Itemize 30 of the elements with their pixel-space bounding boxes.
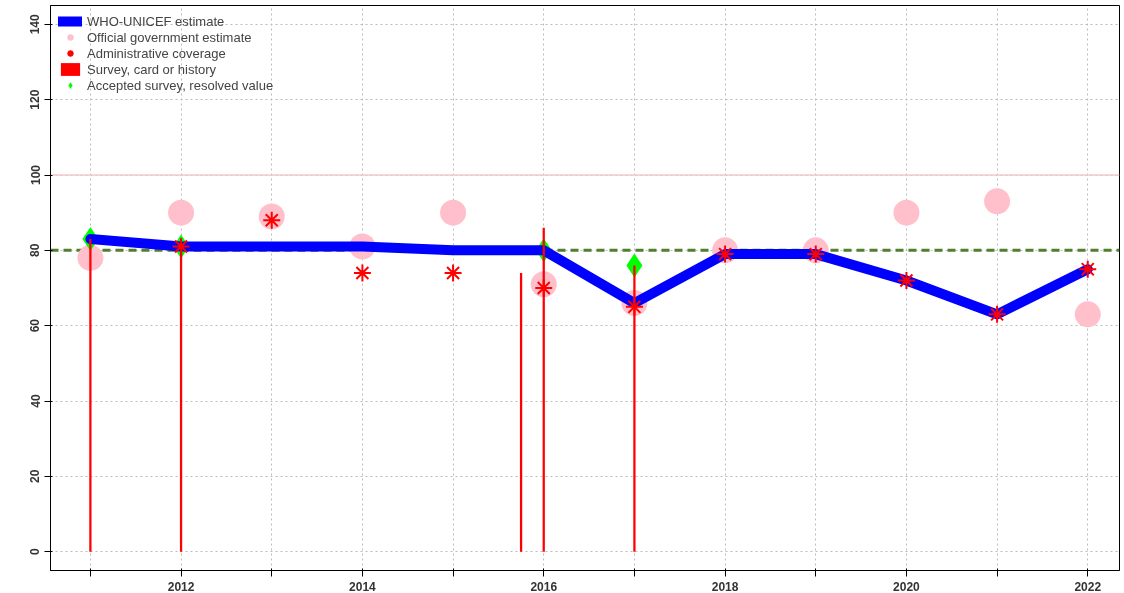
point <box>168 199 195 226</box>
point <box>1074 301 1101 328</box>
y-tick-label: 60 <box>28 318 43 333</box>
x-tick-label: 2014 <box>349 579 377 593</box>
legend-label: Official government estimate <box>87 29 252 45</box>
point <box>987 304 1007 324</box>
point <box>984 188 1011 215</box>
legend-label: Administrative coverage <box>87 45 226 61</box>
y-tick-label: 120 <box>28 89 43 110</box>
point <box>893 199 920 226</box>
legend-label: WHO-UNICEF estimate <box>87 13 225 29</box>
point <box>896 270 916 290</box>
legend-label: Survey, card or history <box>87 61 217 77</box>
y-tick-label: 40 <box>28 394 43 408</box>
bar <box>89 239 92 552</box>
legend-label: Accepted survey, resolved value <box>87 77 274 93</box>
point <box>1078 259 1098 279</box>
y-tick-label: 140 <box>28 14 43 35</box>
y-tick-label: 80 <box>28 243 43 258</box>
point <box>352 263 372 283</box>
x-tick-label: 2022 <box>1074 579 1102 593</box>
x-tick-label: 2018 <box>711 579 739 593</box>
point <box>443 263 463 283</box>
point <box>440 199 467 226</box>
x-tick-label: 2020 <box>893 579 921 593</box>
x-tick-label: 2012 <box>167 579 195 593</box>
y-tick-label: 0 <box>28 548 43 555</box>
x-tick-label: 2016 <box>530 579 558 593</box>
y-tick-label: 20 <box>28 469 43 484</box>
y-tick-label: 100 <box>28 164 43 186</box>
